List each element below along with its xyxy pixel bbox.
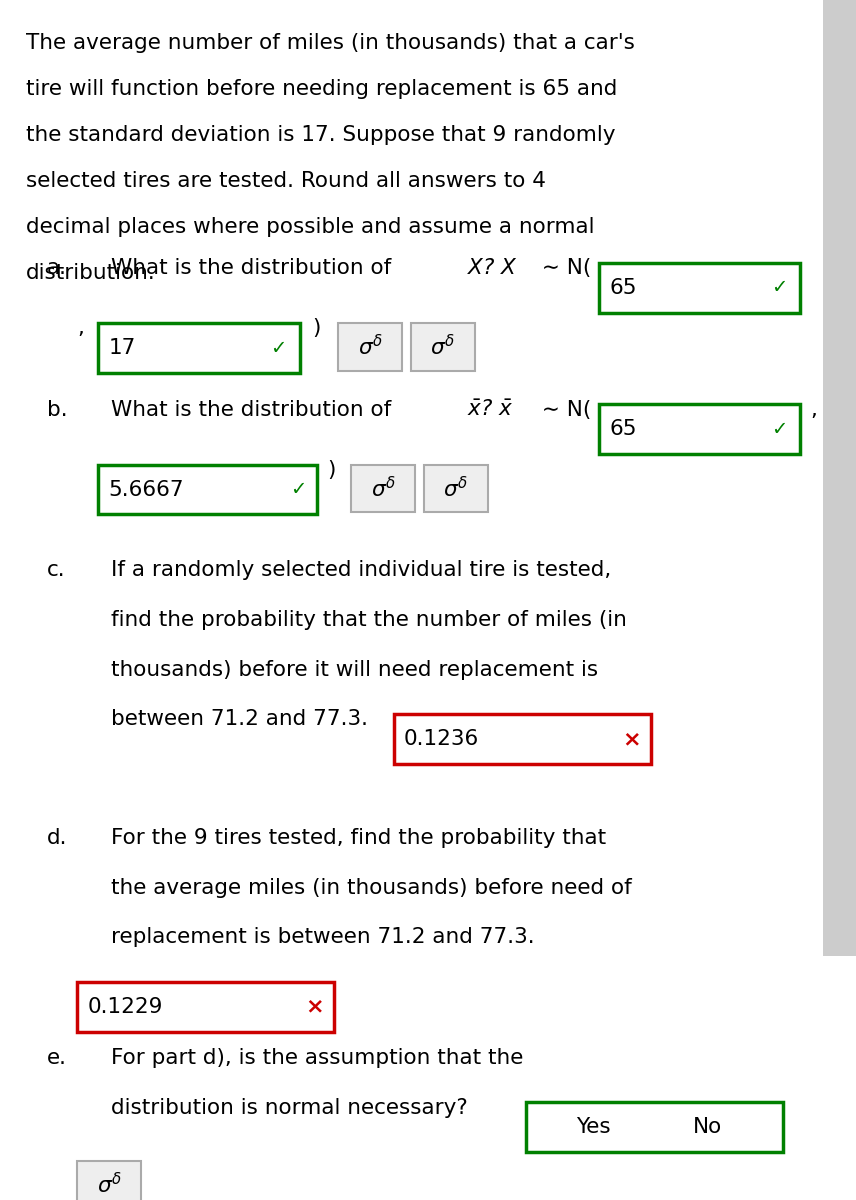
- Text: ✓: ✓: [289, 480, 306, 499]
- Text: ✓: ✓: [770, 420, 788, 439]
- Text: $\sigma^{\delta}$: $\sigma^{\delta}$: [443, 476, 468, 502]
- Text: ,: ,: [77, 318, 84, 338]
- Text: the average miles (in thousands) before need of: the average miles (in thousands) before …: [111, 877, 632, 898]
- Text: distribution is normal necessary?: distribution is normal necessary?: [111, 1098, 468, 1117]
- Text: $\sigma^{\delta}$: $\sigma^{\delta}$: [358, 335, 383, 360]
- Text: 65: 65: [609, 277, 637, 298]
- Text: Yes: Yes: [576, 1117, 610, 1138]
- Text: No: No: [693, 1117, 722, 1138]
- Text: ,: ,: [811, 400, 817, 420]
- Text: distribution.: distribution.: [26, 263, 156, 283]
- FancyBboxPatch shape: [351, 464, 415, 512]
- FancyBboxPatch shape: [599, 404, 800, 454]
- Text: e.: e.: [47, 1048, 67, 1068]
- Text: 65: 65: [609, 419, 637, 439]
- Text: a.: a.: [47, 258, 67, 278]
- Text: thousands) before it will need replacement is: thousands) before it will need replaceme…: [111, 660, 598, 679]
- Text: ✓: ✓: [770, 278, 788, 298]
- FancyBboxPatch shape: [411, 323, 475, 371]
- FancyBboxPatch shape: [338, 323, 402, 371]
- Text: $\sigma^{\delta}$: $\sigma^{\delta}$: [97, 1172, 122, 1198]
- Text: ×: ×: [622, 730, 641, 749]
- FancyBboxPatch shape: [98, 323, 300, 373]
- Text: ∼ N(: ∼ N(: [535, 258, 591, 278]
- Text: find the probability that the number of miles (in: find the probability that the number of …: [111, 610, 627, 630]
- Text: ∼ N(: ∼ N(: [535, 400, 591, 420]
- FancyBboxPatch shape: [77, 1160, 141, 1200]
- FancyBboxPatch shape: [599, 263, 800, 313]
- Text: between 71.2 and 77.3.: between 71.2 and 77.3.: [111, 709, 368, 730]
- FancyBboxPatch shape: [424, 464, 488, 512]
- FancyBboxPatch shape: [526, 1103, 783, 1152]
- FancyBboxPatch shape: [823, 0, 856, 956]
- Text: What is the distribution of: What is the distribution of: [111, 258, 398, 278]
- Text: b.: b.: [47, 400, 68, 420]
- Text: 17: 17: [109, 338, 136, 358]
- FancyBboxPatch shape: [394, 714, 651, 764]
- Text: 0.1229: 0.1229: [87, 997, 163, 1016]
- Text: If a randomly selected individual tire is tested,: If a randomly selected individual tire i…: [111, 560, 611, 581]
- Text: tire will function before needing replacement is 65 and: tire will function before needing replac…: [26, 79, 617, 100]
- Text: 0.1236: 0.1236: [404, 730, 479, 749]
- Text: $\bar{x}$? $\bar{x}$: $\bar{x}$? $\bar{x}$: [467, 400, 513, 420]
- Text: d.: d.: [47, 828, 68, 848]
- Text: ): ): [327, 460, 336, 480]
- Text: $\sigma^{\delta}$: $\sigma^{\delta}$: [431, 335, 455, 360]
- Text: c.: c.: [47, 560, 66, 581]
- Text: $\sigma^{\delta}$: $\sigma^{\delta}$: [371, 476, 395, 502]
- Text: For the 9 tires tested, find the probability that: For the 9 tires tested, find the probabi…: [111, 828, 606, 848]
- Circle shape: [535, 1110, 566, 1145]
- Text: 5.6667: 5.6667: [109, 480, 184, 499]
- Text: ×: ×: [306, 997, 324, 1016]
- FancyBboxPatch shape: [98, 464, 317, 515]
- Text: ): ): [312, 318, 321, 338]
- Text: selected tires are tested. Round all answers to 4: selected tires are tested. Round all ans…: [26, 172, 545, 191]
- Text: decimal places where possible and assume a normal: decimal places where possible and assume…: [26, 217, 594, 238]
- Text: replacement is between 71.2 and 77.3.: replacement is between 71.2 and 77.3.: [111, 928, 535, 947]
- Text: What is the distribution of: What is the distribution of: [111, 400, 398, 420]
- FancyBboxPatch shape: [77, 982, 334, 1032]
- Text: $X$? $X$: $X$? $X$: [467, 258, 518, 278]
- Text: ✓: ✓: [270, 338, 287, 358]
- Text: the standard deviation is 17. Suppose that 9 randomly: the standard deviation is 17. Suppose th…: [26, 125, 615, 145]
- Text: The average number of miles (in thousands) that a car's: The average number of miles (in thousand…: [26, 34, 634, 54]
- Text: For part d), is the assumption that the: For part d), is the assumption that the: [111, 1048, 524, 1068]
